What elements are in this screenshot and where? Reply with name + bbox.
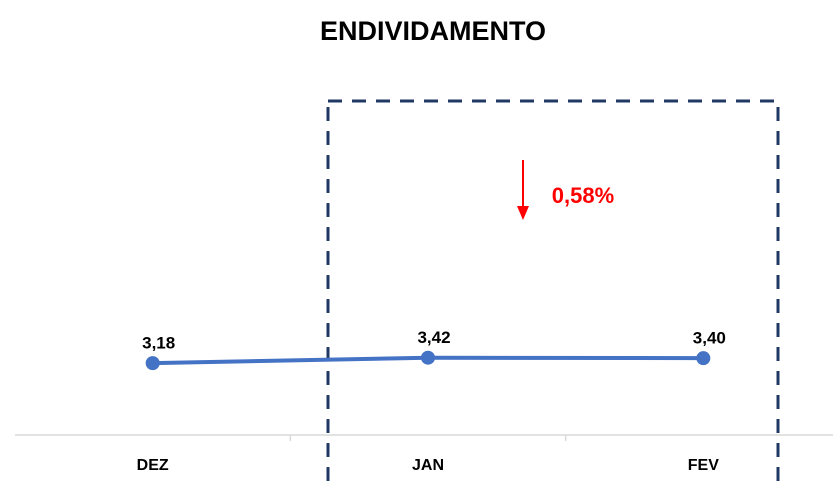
highlight-box bbox=[326, 99, 780, 482]
point bbox=[696, 351, 711, 366]
arrow-head bbox=[517, 206, 529, 220]
chart-title: ENDIVIDAMENTO bbox=[320, 16, 546, 46]
x-tick-label: DEZ bbox=[137, 457, 169, 474]
data-label: 3,40 bbox=[693, 329, 726, 348]
point bbox=[145, 356, 160, 371]
annotation: 0,58% bbox=[552, 183, 614, 208]
data-label: 3,18 bbox=[142, 334, 175, 353]
x-tick-label: FEV bbox=[688, 457, 719, 474]
point bbox=[421, 350, 435, 365]
x-tick-label: JAN bbox=[412, 457, 444, 474]
data-label: 3,42 bbox=[417, 328, 450, 347]
